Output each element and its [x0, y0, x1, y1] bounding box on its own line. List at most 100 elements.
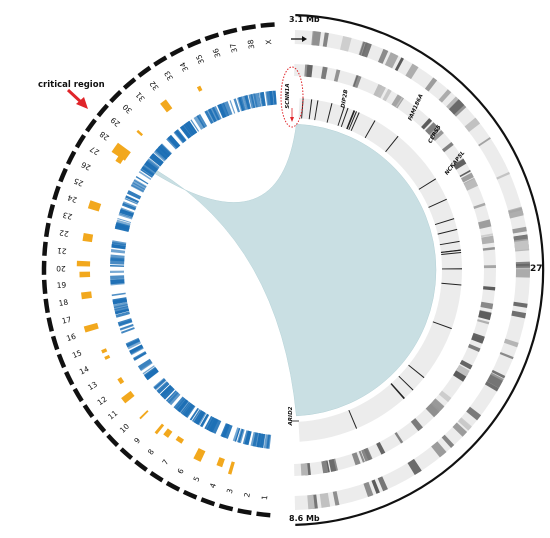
snp-mark — [111, 249, 125, 253]
chromosome-segment — [68, 152, 74, 164]
chromosome-label: 7 — [160, 458, 170, 467]
association-hit — [193, 448, 205, 462]
chromosome-segment — [257, 514, 271, 516]
chromosome-segment — [121, 449, 131, 458]
chromosome-segment — [188, 41, 201, 46]
chromosome-label: 22 — [58, 228, 69, 238]
association-hit — [176, 436, 184, 444]
strand-arrow-icon — [290, 108, 294, 122]
association-hit — [197, 86, 203, 92]
chromosome-segment — [59, 354, 64, 367]
chromosome-segment — [46, 299, 48, 313]
association-hit — [84, 323, 99, 333]
gene-label-arid2: ARID2 — [288, 406, 294, 426]
chromosome-segment — [219, 506, 232, 510]
chromosome-segment — [60, 169, 65, 182]
chromosome-segment — [124, 79, 134, 88]
chromosome-label: X — [264, 39, 273, 45]
critical-region-label: critical region — [38, 80, 105, 90]
chromosome-label: 14 — [78, 364, 91, 376]
chromosome-label: 30 — [121, 102, 134, 115]
chromosome-label: 19 — [56, 280, 66, 290]
zoom-chromosome-label: 27 — [530, 264, 543, 274]
association-hit — [139, 410, 148, 419]
chromosome-segment — [184, 492, 197, 498]
chromosome-label: 8 — [146, 447, 156, 456]
chromosome-segment — [49, 318, 52, 332]
synteny-link — [155, 124, 436, 416]
chromosome-segment — [75, 389, 82, 401]
chromosome-label: 10 — [118, 422, 131, 435]
chromosome-segment — [171, 49, 183, 55]
gene-mark — [301, 463, 309, 475]
chromosome-label: 6 — [176, 467, 186, 476]
gene-mark — [516, 269, 530, 278]
chromosome-label: 1 — [260, 495, 269, 501]
association-hit — [79, 272, 90, 278]
chromosome-label: 28 — [98, 129, 111, 142]
snp-mark — [110, 265, 124, 267]
association-hit — [155, 424, 165, 435]
chromosome-label: 29 — [109, 115, 122, 128]
association-hit — [117, 377, 124, 384]
chromosome-label: 31 — [134, 90, 147, 103]
association-hit — [121, 391, 134, 404]
chromosome-segment — [242, 26, 256, 28]
chromosome-segment — [77, 135, 84, 147]
arrow-icon — [68, 90, 88, 109]
critical-region-hit — [112, 143, 131, 161]
chromosome-label: 9 — [132, 436, 142, 446]
chromosome-label: 24 — [66, 193, 78, 205]
chromosome-segment — [154, 57, 166, 64]
gene-label-dip2b: DIP2B — [340, 89, 349, 108]
gene-label-scnn1a: SCNN1A — [285, 83, 291, 108]
chromosome-label: 37 — [228, 42, 239, 54]
association-hit — [160, 99, 172, 112]
chromosome-label: 16 — [65, 332, 77, 343]
chromosome-segment — [139, 68, 150, 76]
chromosome-label: 21 — [56, 246, 67, 256]
chromosome-label: 5 — [191, 475, 201, 483]
snp-mark — [110, 275, 124, 279]
association-hit — [216, 457, 224, 467]
chromosome-segment — [96, 421, 105, 432]
chromosome-label: 27 — [88, 144, 101, 157]
chromosome-label: 20 — [56, 264, 66, 273]
chromosome-segment — [151, 473, 163, 481]
chromosome-label: 13 — [86, 380, 99, 393]
association-hit — [83, 233, 94, 242]
chromosome-label: 11 — [106, 408, 119, 421]
chromosome-segment — [98, 105, 107, 116]
gene-mark — [514, 240, 529, 250]
chromosome-label: 26 — [79, 160, 92, 172]
snp-mark — [112, 293, 126, 297]
gene-mark — [516, 266, 530, 268]
association-hit — [77, 261, 90, 267]
chromosome-label: 23 — [62, 210, 74, 221]
zoom-end-label: 8.6 Mb — [289, 514, 320, 523]
chromosome-segment — [50, 205, 53, 219]
snp-mark — [110, 271, 124, 273]
chromosome-label: 34 — [178, 60, 190, 73]
chromosome-segment — [87, 120, 95, 131]
chromosome-label: 32 — [148, 79, 161, 92]
chromosome-label: 18 — [58, 298, 69, 308]
association-hit — [88, 200, 101, 211]
chromosome-segment — [54, 186, 58, 199]
chromosome-label: 17 — [61, 315, 73, 326]
chromosome-segment — [201, 499, 214, 504]
chromosome-segment — [223, 30, 237, 33]
chromosome-segment — [136, 462, 147, 470]
chromosome-label: 36 — [211, 47, 223, 59]
chromosome-label: 12 — [96, 394, 109, 407]
chromosome-label: 4 — [208, 482, 218, 490]
association-hit — [136, 130, 143, 136]
chromosome-segment — [111, 92, 121, 102]
zoom-start-label: 3.1 Mb — [289, 15, 320, 24]
chromosome-label: 3 — [225, 487, 235, 494]
chromosome-label: 35 — [194, 53, 206, 66]
chromosome-segment — [53, 336, 57, 349]
association-hit — [104, 355, 110, 360]
